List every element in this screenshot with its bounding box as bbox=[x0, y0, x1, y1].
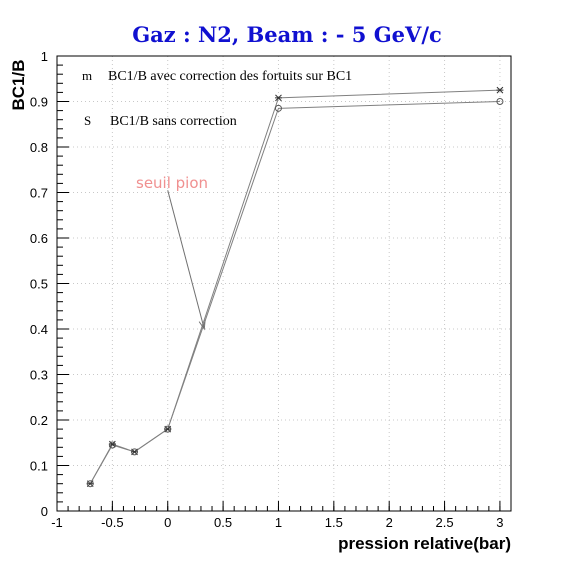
x-tick-label: 3 bbox=[496, 515, 503, 530]
y-tick-label: 0.9 bbox=[30, 95, 48, 110]
x-tick-label: 1 bbox=[275, 515, 282, 530]
x-tick-label: 2 bbox=[386, 515, 393, 530]
legend-entry-2: BC1/B sans correction bbox=[110, 114, 237, 129]
x-tick-label: -1 bbox=[51, 515, 63, 530]
data-point-circle bbox=[274, 104, 282, 112]
data-point-star bbox=[274, 94, 282, 102]
x-axis-label: pression relative(bar) bbox=[338, 534, 511, 553]
y-tick-label: 0.5 bbox=[30, 277, 48, 292]
data-point-circle bbox=[86, 480, 94, 488]
data-point-circle bbox=[496, 98, 504, 105]
data-point-star bbox=[496, 86, 504, 94]
y-tick-label: 0.4 bbox=[30, 322, 48, 337]
legend-symbol-2: S bbox=[84, 113, 91, 128]
annotation: seuil pion bbox=[136, 174, 208, 331]
y-tick-label: 0.6 bbox=[30, 231, 48, 246]
y-tick-label: 0.1 bbox=[30, 459, 48, 474]
annotation-text: seuil pion bbox=[136, 174, 208, 192]
data-point-circle bbox=[164, 425, 172, 433]
data-point-circle bbox=[131, 448, 139, 456]
annotation-arrowhead bbox=[198, 319, 206, 331]
x-tick-label: 0 bbox=[164, 515, 171, 530]
legend: m BC1/B avec correction des fortuits sur… bbox=[82, 68, 352, 129]
series-lines bbox=[89, 89, 500, 484]
annotation-arrow bbox=[167, 190, 205, 330]
x-tick-label: 0.5 bbox=[214, 515, 232, 530]
y-tick-label: 0.7 bbox=[30, 186, 48, 201]
axis-ticks bbox=[56, 55, 501, 512]
data-markers bbox=[86, 86, 504, 488]
x-tick-label: 1.5 bbox=[325, 515, 343, 530]
series-line-1 bbox=[89, 89, 500, 484]
y-tick-labels: 0 0.1 0.2 0.3 0.4 0.5 0.6 0.7 0.8 0.9 1 bbox=[30, 49, 48, 519]
data-point-circle bbox=[108, 441, 116, 449]
x-tick-labels: -1 -0.5 0 0.5 1 1.5 2 2.5 3 bbox=[51, 515, 503, 530]
x-tick-label: 2.5 bbox=[436, 515, 454, 530]
y-tick-label: 0.8 bbox=[30, 140, 48, 155]
legend-entry-1: BC1/B avec correction des fortuits sur B… bbox=[108, 69, 352, 84]
chart-title: Gaz : N2, Beam : - 5 GeV/c bbox=[132, 22, 442, 47]
data-point-star bbox=[108, 440, 116, 448]
y-tick-label: 0.3 bbox=[30, 368, 48, 383]
series-line-2 bbox=[89, 101, 500, 484]
y-tick-label: 0.2 bbox=[30, 413, 48, 428]
y-tick-label: 1 bbox=[41, 49, 48, 64]
y-axis-label: BC1/B bbox=[9, 59, 28, 110]
y-tick-label: 0 bbox=[41, 504, 48, 519]
x-tick-label: -0.5 bbox=[101, 515, 123, 530]
legend-symbol-1: m bbox=[82, 68, 92, 83]
